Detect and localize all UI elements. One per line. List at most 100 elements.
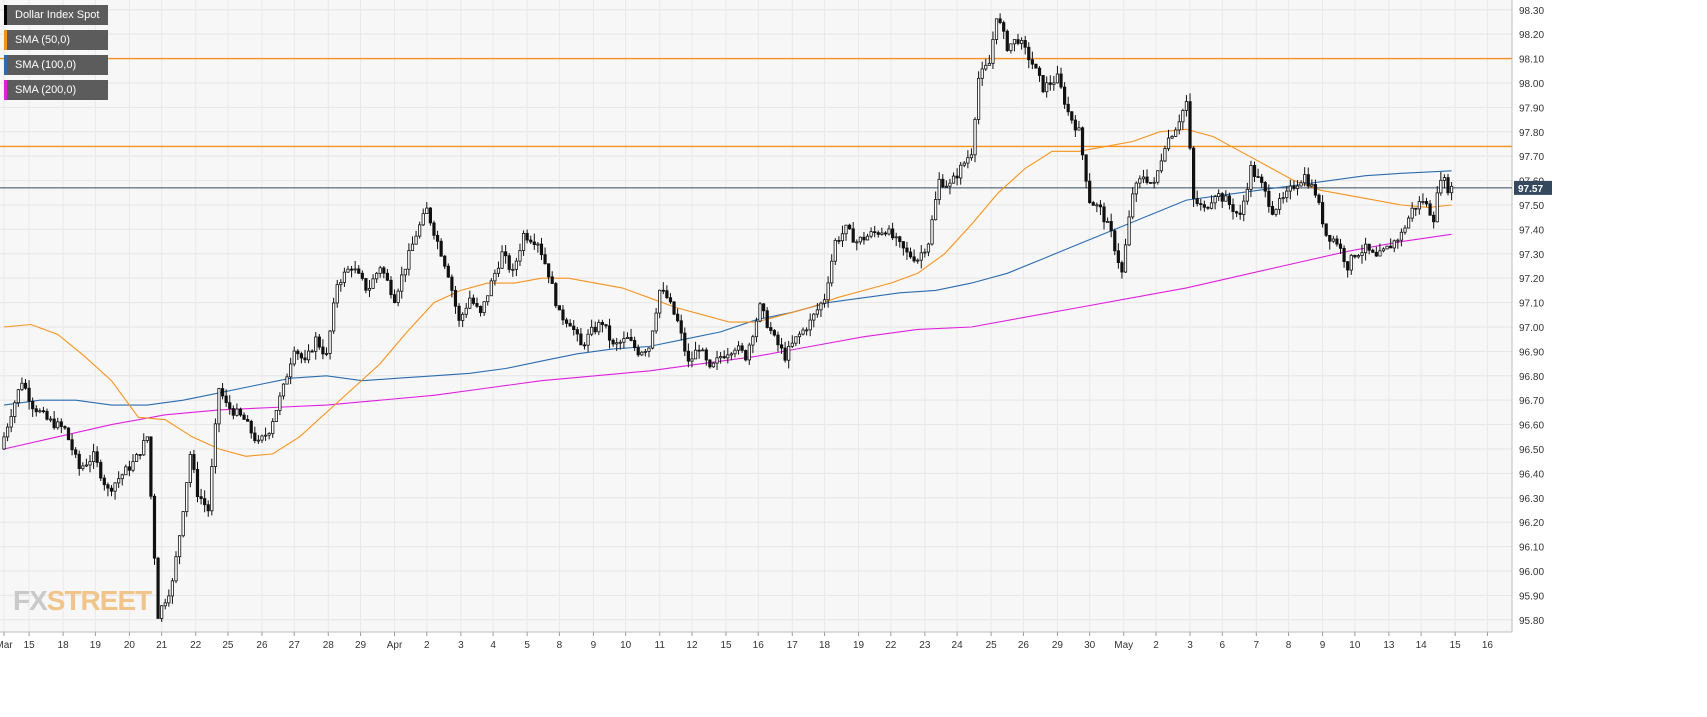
candle-body-134 (482, 301, 486, 313)
x-tick-label-4: 20 (124, 640, 136, 651)
candle-body-86 (310, 350, 314, 353)
candle-body-299 (1073, 119, 1077, 131)
legend-item-sma200[interactable]: SMA (200,0) (4, 80, 109, 100)
candle-body-306 (1098, 204, 1103, 208)
x-tick-label-10: 28 (323, 640, 335, 651)
candle-body-380 (1363, 243, 1368, 254)
candle-body-222 (797, 333, 802, 338)
x-tick-label-13: 2 (424, 640, 430, 651)
candle-body-106 (382, 267, 386, 274)
candle-body-340 (1220, 193, 1224, 202)
candle-body-281 (1009, 43, 1013, 51)
candle-body-237 (851, 228, 855, 243)
y-tick-label-3: 98.00 (1519, 79, 1544, 90)
candle-body-378 (1356, 255, 1361, 258)
candle-body-202 (726, 354, 730, 359)
candle-body-8 (31, 400, 35, 410)
x-tick-label-2: 18 (58, 640, 70, 651)
candle-body-3 (13, 402, 17, 417)
candle-body-69 (249, 420, 253, 434)
legend-item-sma100[interactable]: SMA (100,0) (4, 55, 109, 75)
last-price-label: 97.57 (1518, 184, 1543, 195)
candle-body-16 (59, 421, 63, 427)
candle-body-140 (504, 251, 508, 257)
candle-body-136 (489, 280, 493, 297)
candle-body-77 (278, 395, 282, 411)
candle-body-93 (335, 284, 339, 304)
candle-body-323 (1159, 160, 1163, 172)
candle-body-332 (1192, 147, 1196, 200)
candle-body-325 (1166, 137, 1171, 150)
x-tick-label-18: 9 (591, 640, 597, 651)
candle-body-58 (210, 466, 214, 512)
y-tick-label-1: 98.20 (1519, 30, 1544, 41)
candle-body-236 (848, 224, 852, 230)
candle-body-342 (1227, 195, 1232, 205)
candle-body-348 (1249, 165, 1253, 190)
candle-body-230 (826, 282, 830, 301)
legend-swatch-instrument (4, 5, 7, 25)
x-tick-label-16: 5 (524, 640, 530, 651)
candle-body-298 (1070, 111, 1074, 121)
y-tick-label-16: 96.70 (1519, 396, 1544, 407)
candle-body-67 (242, 414, 246, 420)
candle-body-360 (1292, 185, 1296, 189)
candle-body-218 (783, 347, 787, 361)
candle-body-387 (1389, 245, 1393, 249)
candle-body-250 (898, 236, 902, 242)
candle-body-226 (812, 313, 816, 321)
y-tick-label-22: 96.10 (1519, 543, 1544, 554)
candle-body-151 (543, 254, 547, 265)
candle-body-130 (468, 297, 472, 309)
candle-body-59 (213, 423, 218, 467)
x-tick-label-7: 25 (222, 640, 234, 651)
candle-body-295 (1059, 73, 1063, 88)
candle-body-70 (253, 432, 257, 442)
candle-body-369 (1324, 223, 1328, 236)
candle-body-356 (1277, 198, 1282, 210)
x-tick-label-44: 15 (1450, 640, 1462, 651)
candle-body-361 (1295, 185, 1300, 189)
candle-body-254 (912, 256, 916, 262)
candle-body-305 (1095, 204, 1099, 207)
candle-body-35 (127, 466, 132, 471)
candle-body-189 (679, 320, 683, 334)
candle-body-98 (353, 268, 357, 271)
candle-body-264 (948, 182, 952, 187)
candle-body-259 (930, 219, 934, 245)
candle-body-229 (822, 299, 827, 304)
x-tick-label-41: 10 (1349, 640, 1361, 651)
candle-body-368 (1320, 202, 1325, 225)
candle-body-240 (862, 236, 866, 241)
y-tick-label-11: 97.20 (1519, 274, 1544, 285)
candle-body-334 (1199, 203, 1203, 206)
x-tick-label-26: 19 (853, 640, 865, 651)
candle-body-234 (840, 233, 845, 242)
candle-body-403 (1446, 177, 1450, 194)
y-tick-label-14: 96.90 (1519, 347, 1544, 358)
legend-item-instrument[interactable]: Dollar Index Spot (4, 5, 109, 25)
candle-body-388 (1392, 240, 1396, 249)
candle-body-150 (539, 243, 544, 256)
x-tick-label-33: 30 (1084, 640, 1096, 651)
candle-body-160 (575, 329, 579, 335)
legend-item-sma50[interactable]: SMA (50,0) (4, 30, 109, 50)
candle-body-273 (980, 68, 984, 79)
candle-body-311 (1116, 250, 1120, 264)
candle-body-179 (643, 350, 647, 353)
candle-body-54 (195, 469, 200, 498)
candle-body-207 (744, 350, 748, 361)
candle-body-399 (1432, 214, 1436, 223)
candle-body-276 (991, 39, 995, 64)
candle-body-190 (683, 332, 687, 352)
candle-body-292 (1048, 82, 1052, 85)
candle-body-45 (163, 602, 167, 607)
candle-body-208 (747, 344, 751, 361)
candle-body-66 (238, 408, 243, 416)
candle-body-278 (998, 18, 1002, 23)
candle-body-221 (794, 336, 798, 344)
candle-body-352 (1263, 182, 1267, 192)
candle-body-248 (891, 228, 895, 239)
x-tick-label-23: 16 (753, 640, 765, 651)
candle-body-320 (1149, 181, 1153, 184)
